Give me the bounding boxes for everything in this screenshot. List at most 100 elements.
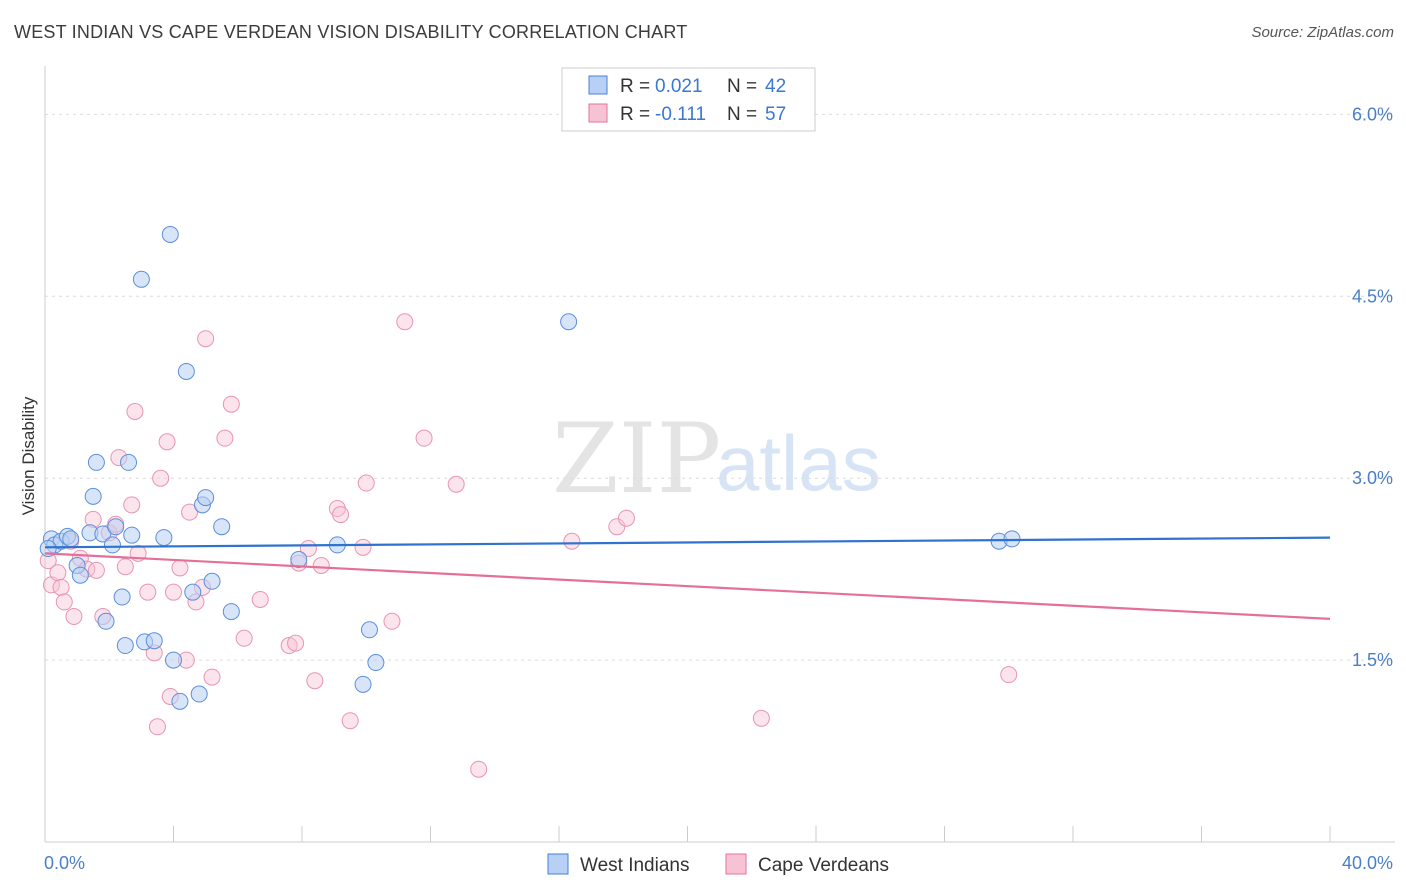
- west-indians-point-6: [71, 566, 89, 584]
- bottom-legend-swatch-blue: [547, 853, 569, 875]
- x-tick-label-1: 40.0%: [1342, 853, 1393, 873]
- legend-swatch-blue: [588, 75, 608, 95]
- west-indians-point-29: [197, 489, 215, 507]
- watermark-zip: ZIP: [552, 403, 721, 515]
- cape-verdeans-point-25: [165, 583, 182, 601]
- cape-verdeans-point-45: [341, 712, 359, 730]
- legend-swatch-pink: [588, 103, 608, 123]
- west-indians-point-23: [165, 651, 182, 669]
- cape-verdeans-point-34: [222, 395, 240, 413]
- x-tick-label-0: 0.0%: [44, 853, 85, 873]
- cape-verdeans-point-16: [123, 496, 141, 514]
- west-indians-point-36: [360, 621, 378, 639]
- legend-n-value-pink: 57: [765, 104, 786, 125]
- legend-r-label-blue: R =: [620, 76, 650, 97]
- west-indians-point-32: [222, 603, 240, 621]
- west-indians-point-37: [367, 654, 385, 672]
- legend-n-label-blue: N =: [727, 76, 757, 97]
- legend-r-label-pink: R =: [620, 104, 650, 125]
- west-indians-point-31: [213, 518, 231, 536]
- y-tick-label-0: 1.5%: [1352, 650, 1393, 670]
- west-indians-point-21: [155, 529, 173, 547]
- cape-verdeans-point-51: [447, 475, 465, 493]
- y-tick-label-1: 3.0%: [1352, 468, 1393, 488]
- west-indians-point-20: [145, 632, 163, 650]
- cape-verdeans-point-17: [126, 402, 144, 420]
- cape-verdeans-point-49: [396, 313, 414, 331]
- legend: R = 0.021 N = 42 R = -0.111 N = 57: [561, 67, 816, 132]
- bottom-legend: West Indians Cape Verdeans: [547, 853, 889, 876]
- legend-r-value-pink: -0.111: [655, 104, 706, 125]
- source-credit: Source: ZipAtlas.com: [1251, 24, 1394, 41]
- west-indians-point-10: [94, 525, 112, 543]
- cape-verdeans-point-21: [148, 718, 166, 736]
- legend-r-value-blue: 0.021: [655, 76, 703, 97]
- west-indians-point-15: [116, 637, 134, 655]
- cape-verdeans-point-47: [357, 474, 375, 492]
- cape-verdeans-point-48: [383, 612, 401, 630]
- cape-verdeans-point-26: [171, 559, 189, 577]
- west-indians-point-14: [113, 588, 131, 606]
- west-indians-point-9: [87, 453, 105, 471]
- watermark-atlas: atlas: [716, 419, 881, 507]
- cape-verdeans-points: [39, 313, 1018, 778]
- west-indians-point-35: [354, 675, 372, 693]
- west-indians-point-11: [97, 612, 115, 630]
- axes: [44, 66, 1395, 843]
- bottom-legend-label-blue: West Indians: [580, 855, 689, 876]
- legend-n-value-blue: 42: [765, 76, 786, 97]
- y-tick-label-3: 6.0%: [1352, 104, 1393, 124]
- trend-lines: [44, 536, 1331, 620]
- legend-n-label-pink: N =: [727, 104, 757, 125]
- west-indians-point-26: [184, 583, 202, 601]
- cape-verdeans-point-33: [216, 429, 234, 447]
- cape-verdeans-point-19: [139, 583, 157, 601]
- west-indians-points: [39, 225, 1021, 710]
- cape-verdeans-point-56: [752, 709, 770, 727]
- cape-verdeans-point-3: [52, 578, 70, 596]
- west-indians-point-33: [290, 550, 308, 568]
- west-indians-point-38: [560, 313, 578, 331]
- cape-verdeans-point-53: [563, 532, 581, 550]
- cape-verdeans-point-37: [280, 637, 298, 655]
- cape-verdeans-point-57: [1000, 666, 1018, 684]
- west-indians-point-27: [190, 685, 208, 703]
- west-indians-point-12: [103, 536, 121, 554]
- cape-verdeans-point-35: [235, 629, 253, 647]
- west-indians-point-25: [177, 362, 195, 380]
- cape-verdeans-point-50: [415, 429, 433, 447]
- west-indians-point-18: [132, 270, 150, 288]
- cape-verdeans-point-52: [470, 760, 488, 778]
- cape-verdeans-point-23: [158, 433, 176, 451]
- cape-verdeans-point-38: [287, 634, 305, 652]
- west-indians-point-16: [120, 453, 138, 471]
- cape-verdeans-point-31: [197, 330, 215, 348]
- west-indians-point-8: [84, 487, 102, 505]
- cape-verdeans-point-46: [354, 538, 372, 556]
- cape-verdeans-point-36: [251, 590, 269, 608]
- cape-verdeans-point-44: [332, 506, 350, 524]
- bottom-legend-swatch-pink: [725, 853, 747, 875]
- cape-verdeans-point-22: [152, 469, 170, 487]
- cape-verdeans-point-2: [49, 564, 67, 582]
- west-indians-point-22: [161, 225, 179, 243]
- y-tick-label-2: 4.5%: [1352, 286, 1393, 306]
- west-indians-point-30: [203, 572, 221, 590]
- west-indians-point-4: [62, 530, 80, 548]
- west-indians-trend-line: [44, 536, 1331, 549]
- west-indians-point-41: [39, 540, 57, 558]
- cape-verdeans-point-28: [181, 503, 199, 521]
- cape-verdeans-point-15: [116, 558, 134, 576]
- west-indians-point-13: [107, 518, 125, 536]
- west-indians-point-17: [123, 526, 141, 544]
- cape-verdeans-point-10: [87, 561, 105, 579]
- cape-verdeans-point-4: [55, 593, 73, 611]
- watermark: ZIP atlas: [552, 403, 881, 515]
- cape-verdeans-point-6: [65, 607, 83, 625]
- tick-labels: 1.5% 3.0% 4.5% 6.0% 0.0% 40.0%: [44, 104, 1393, 873]
- cape-verdeans-point-32: [203, 668, 221, 686]
- cape-verdeans-point-54: [608, 518, 626, 536]
- bottom-legend-label-pink: Cape Verdeans: [758, 855, 889, 876]
- west-indians-point-40: [1003, 530, 1021, 548]
